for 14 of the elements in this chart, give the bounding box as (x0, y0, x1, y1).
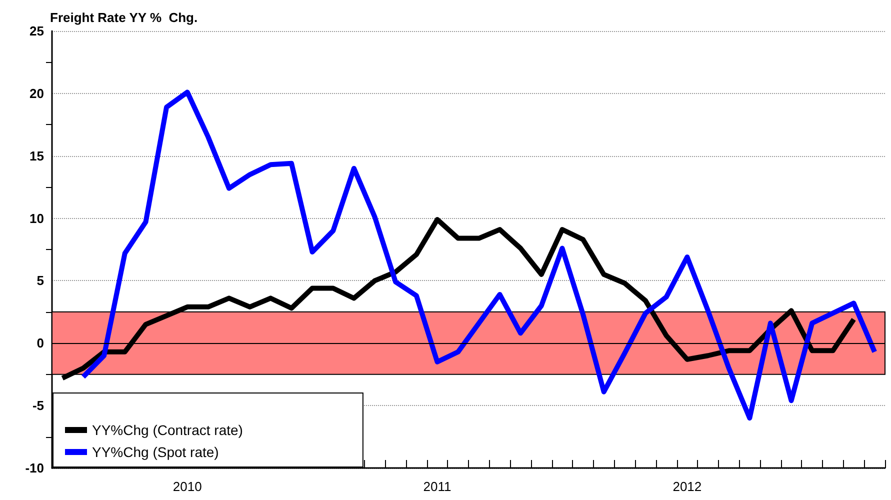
y-tick-label: 5 (36, 273, 44, 288)
y-tick-label: -10 (25, 460, 44, 476)
x-tick-label: 2010 (172, 479, 202, 494)
y-tick-label: -5 (32, 398, 44, 414)
y-tick-label: 0 (36, 336, 44, 351)
y-tick-label: 15 (30, 148, 44, 164)
chart-title: Freight Rate YY % Chg. (50, 10, 198, 25)
x-tick-label: 2012 (672, 479, 702, 494)
legend-label: YY%Chg (Spot rate) (92, 444, 219, 460)
x-tick-label: 2011 (423, 479, 452, 494)
y-tick-label: 10 (30, 210, 44, 226)
y-tick-label: 20 (30, 86, 44, 101)
y-tick-label: 25 (30, 24, 44, 38)
legend-label: YY%Chg (Contract rate) (92, 422, 243, 438)
